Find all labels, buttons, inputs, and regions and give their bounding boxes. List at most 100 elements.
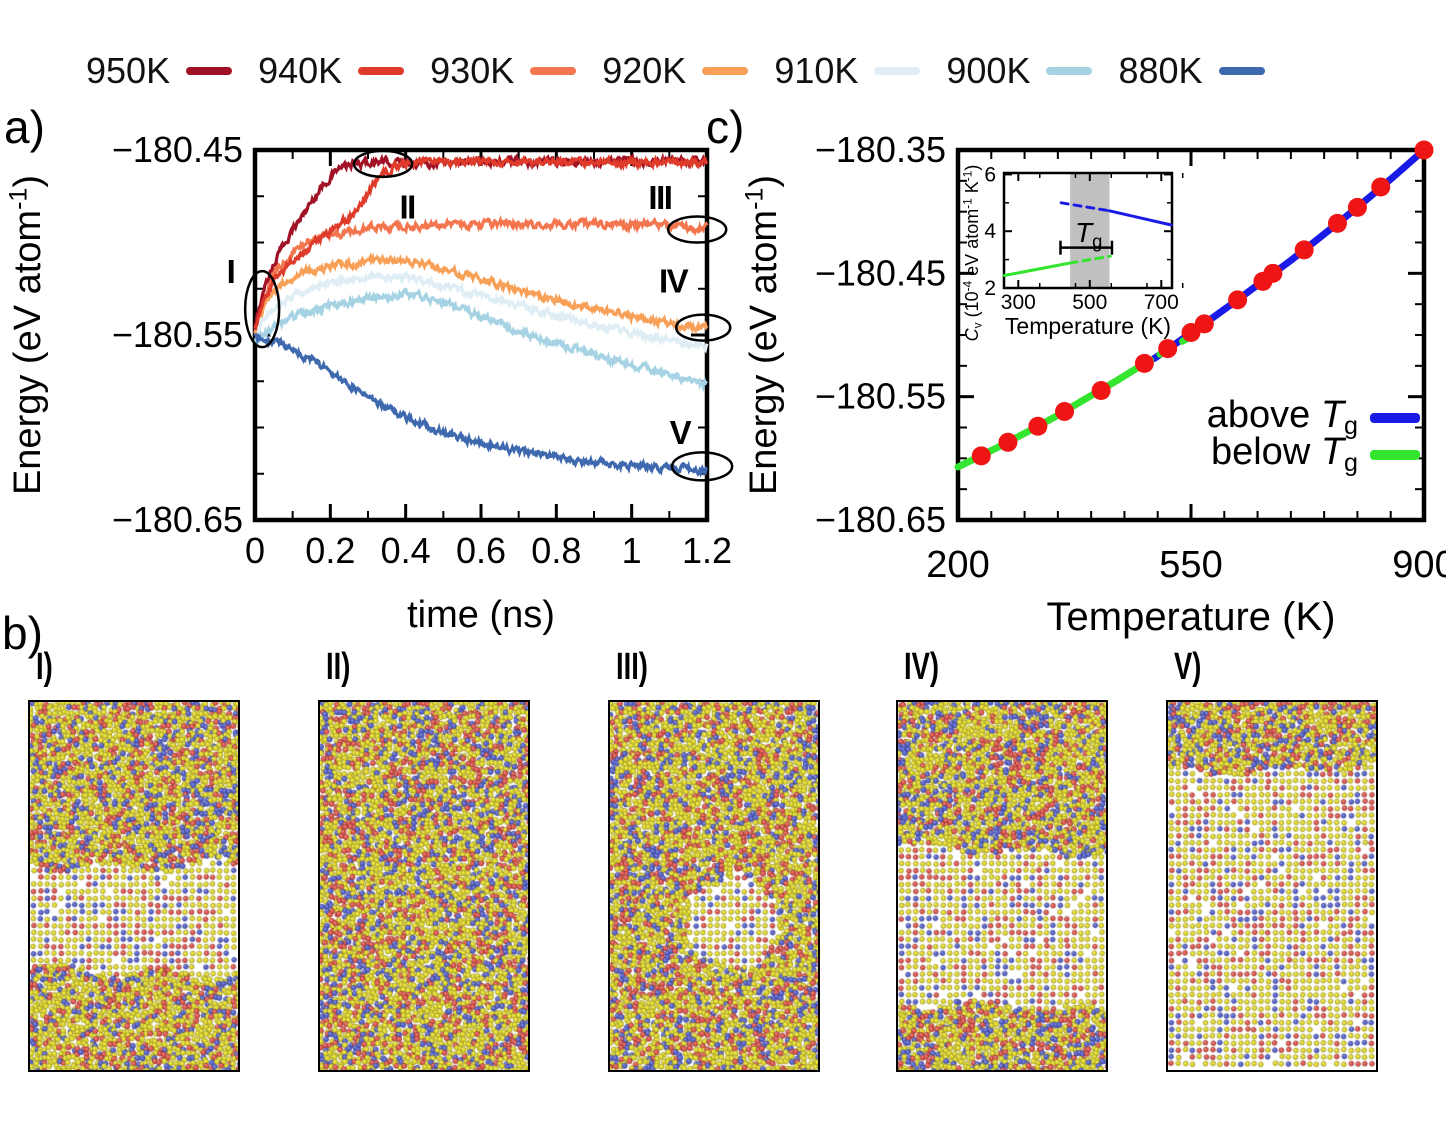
legend-item-910K: 910K — [774, 50, 946, 92]
series-880K-curve — [253, 330, 709, 478]
y-axis-title: Energy (eV atom-1) — [4, 175, 49, 495]
y-axis-title: Energy (eV atom-1) — [740, 175, 785, 495]
panel-b-letter: b) — [2, 607, 43, 659]
y-tick-label: −180.55 — [815, 376, 946, 417]
series-940K-curve — [253, 153, 709, 329]
legend-above-tg-swatch — [1370, 413, 1420, 423]
data-point — [1263, 263, 1283, 283]
data-point — [971, 446, 991, 466]
inset-y-tick-label: 4 — [984, 220, 996, 243]
snapshot-IV-image — [898, 702, 1106, 1070]
legend-color-swatch — [702, 67, 749, 75]
snapshot-box-5 — [1166, 700, 1378, 1072]
inset-x-tick-label: 500 — [1072, 291, 1107, 314]
legend-label: 880K — [1118, 50, 1203, 91]
series-920K-curve — [253, 252, 709, 335]
legend-below-tg-label: below Tg — [1211, 431, 1358, 477]
tg-uncertainty-band — [1070, 173, 1110, 288]
snapshot-numeral-4: IV) — [904, 646, 939, 688]
data-point — [1327, 213, 1347, 233]
data-point — [1347, 197, 1367, 217]
y-tick-label: −180.55 — [112, 314, 243, 355]
snapshot-box-4 — [896, 700, 1108, 1072]
annotation-label-IV: IV — [659, 262, 689, 299]
snapshot-numeral-1: I) — [36, 646, 53, 688]
inset-line-solid-0 — [1107, 209, 1173, 227]
x-tick-label: 0.6 — [456, 530, 506, 571]
legend-item-940K: 940K — [258, 50, 430, 92]
data-point — [1194, 314, 1214, 334]
data-point — [1294, 240, 1314, 260]
data-point — [1055, 401, 1075, 421]
annotation-label-V: V — [670, 414, 692, 451]
data-point — [1091, 381, 1111, 400]
x-axis-title: time (ns) — [407, 594, 555, 636]
x-tick-label: 1 — [622, 530, 642, 571]
annotation-label-II: II — [400, 188, 415, 225]
x-tick-label: 0.8 — [531, 530, 581, 571]
y-tick-label: −180.65 — [815, 499, 946, 540]
series-910K-curve — [253, 269, 709, 354]
snapshot-numeral-2: II) — [326, 646, 351, 688]
panel-c-letter: c) — [706, 101, 745, 153]
inset-x-tick-label: 300 — [1001, 291, 1036, 314]
temperature-legend: 950K 940K 930K 920K 910K 900K 880K — [86, 50, 1265, 92]
legend-label: 930K — [430, 50, 515, 91]
legend-label: 950K — [86, 50, 171, 91]
legend-item-920K: 920K — [602, 50, 774, 92]
data-point — [1414, 140, 1434, 160]
legend-above-tg-label: above Tg — [1207, 394, 1358, 440]
legend-item-950K: 950K — [86, 50, 258, 92]
inset-y-tick-label: 6 — [984, 163, 996, 186]
panel-a-letter: a) — [4, 101, 45, 153]
legend-item-880K: 880K — [1118, 50, 1265, 92]
annotation-ellipse-II — [352, 149, 414, 179]
y-tick-label: −180.45 — [112, 129, 243, 170]
annotation-ellipse-IV — [674, 313, 732, 342]
annotation-ellipse-V — [670, 451, 734, 482]
y-tick-label: −180.65 — [112, 499, 243, 540]
inset-line-dashed-1 — [1068, 254, 1112, 265]
x-tick-label: 0 — [245, 530, 265, 571]
snapshot-III-image — [610, 702, 818, 1070]
legend-color-swatch — [1046, 67, 1093, 75]
legend-label: 900K — [946, 50, 1031, 91]
legend-color-swatch — [530, 67, 577, 75]
snapshot-I-image — [30, 702, 238, 1070]
inset-line-dashed-0 — [1059, 201, 1111, 213]
legend-color-swatch — [1218, 67, 1265, 75]
data-point — [1228, 290, 1248, 310]
inset-x-axis-title: Temperature (K) — [1005, 313, 1171, 339]
x-tick-label: 550 — [1159, 544, 1222, 586]
x-tick-label: 200 — [926, 544, 989, 586]
inset-line-solid-1 — [1002, 261, 1072, 277]
legend-label: 920K — [602, 50, 687, 91]
y-tick-label: −180.35 — [815, 129, 946, 170]
energy-vs-time-chart: 0 0.2 0.4 0.6 0.8 1 1.2 −180.45 −180.55 −180.65 ti… — [4, 129, 734, 636]
legend-item-930K: 930K — [430, 50, 602, 92]
legend-color-swatch — [186, 67, 233, 75]
legend-color-swatch — [874, 67, 921, 75]
inset-y-tick-label: 2 — [984, 277, 996, 300]
inset-x-tick-label: 700 — [1144, 291, 1179, 314]
legend-label: 940K — [258, 50, 343, 91]
inset-y-axis-title: Cv (10-4 eV atom-1 K-1) — [961, 165, 985, 342]
series-950K-curve — [253, 152, 708, 330]
y-tick-label: −180.45 — [815, 252, 946, 293]
snapshot-box-1 — [28, 700, 240, 1072]
annotation-label-III: III — [648, 179, 671, 216]
snapshot-V-image — [1168, 702, 1376, 1070]
x-tick-label: 0.4 — [381, 530, 431, 571]
energy-vs-temperature-chart: 200 550 900 −180.35 −180.45 −180.55 −180.65 Tem… — [740, 129, 1446, 639]
legend-color-swatch — [358, 67, 405, 75]
data-point — [1134, 353, 1154, 373]
x-tick-label: 0.2 — [305, 530, 355, 571]
x-tick-label: 1.2 — [682, 530, 732, 571]
data-point — [1371, 177, 1391, 197]
x-axis-title: Temperature (K) — [1047, 595, 1336, 639]
series-900K-curve — [253, 287, 708, 393]
snapshot-numeral-5: V) — [1174, 646, 1202, 688]
annotation-ellipse-I — [243, 269, 281, 349]
legend-label: 910K — [774, 50, 859, 91]
